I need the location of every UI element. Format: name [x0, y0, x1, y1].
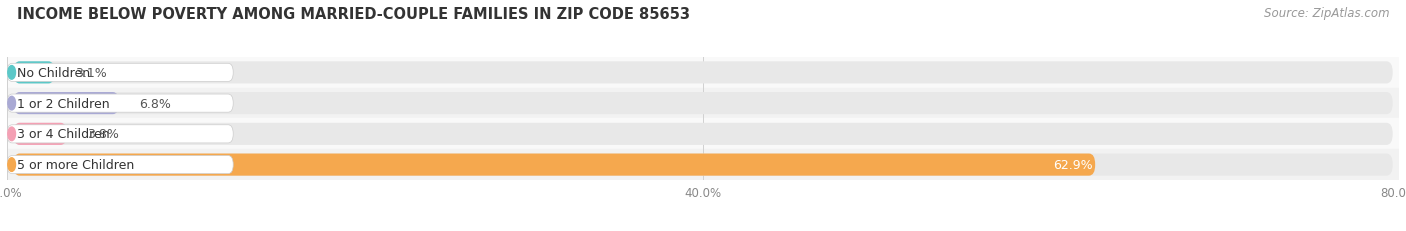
Text: 3.1%: 3.1%: [75, 67, 107, 79]
Circle shape: [8, 158, 15, 172]
Text: INCOME BELOW POVERTY AMONG MARRIED-COUPLE FAMILIES IN ZIP CODE 85653: INCOME BELOW POVERTY AMONG MARRIED-COUPL…: [17, 7, 690, 22]
Circle shape: [8, 66, 15, 80]
Bar: [7, 58, 1399, 88]
Text: No Children: No Children: [17, 67, 90, 79]
FancyBboxPatch shape: [13, 123, 1393, 145]
FancyBboxPatch shape: [13, 93, 1393, 115]
Text: 5 or more Children: 5 or more Children: [17, 158, 134, 171]
Text: 3.8%: 3.8%: [87, 128, 120, 141]
FancyBboxPatch shape: [7, 156, 233, 174]
Text: 62.9%: 62.9%: [1053, 158, 1092, 171]
Text: 3 or 4 Children: 3 or 4 Children: [17, 128, 110, 141]
FancyBboxPatch shape: [13, 154, 1095, 176]
Circle shape: [8, 128, 15, 141]
Circle shape: [8, 97, 15, 110]
Bar: [7, 150, 1399, 180]
FancyBboxPatch shape: [13, 62, 1393, 84]
Text: 6.8%: 6.8%: [139, 97, 172, 110]
Bar: [7, 88, 1399, 119]
Bar: [7, 119, 1399, 150]
FancyBboxPatch shape: [7, 125, 233, 143]
Text: 1 or 2 Children: 1 or 2 Children: [17, 97, 110, 110]
FancyBboxPatch shape: [7, 64, 233, 82]
FancyBboxPatch shape: [13, 123, 67, 145]
FancyBboxPatch shape: [13, 62, 55, 84]
Text: Source: ZipAtlas.com: Source: ZipAtlas.com: [1264, 7, 1389, 20]
FancyBboxPatch shape: [13, 154, 1393, 176]
FancyBboxPatch shape: [7, 95, 233, 113]
FancyBboxPatch shape: [13, 93, 120, 115]
